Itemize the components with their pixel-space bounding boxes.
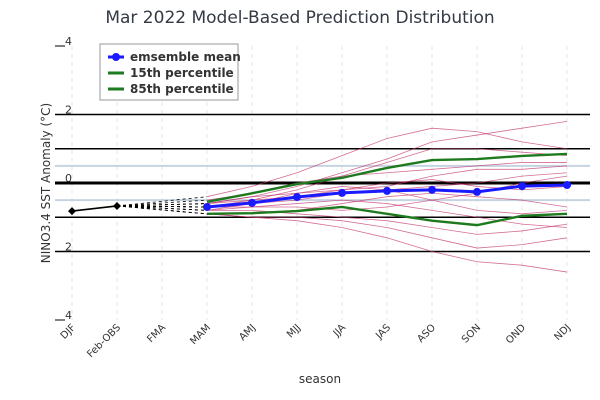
legend-label: emsemble mean bbox=[130, 50, 241, 64]
member-line bbox=[206, 213, 568, 249]
mean-marker bbox=[338, 188, 346, 197]
mean-marker bbox=[473, 187, 481, 196]
member-line bbox=[206, 165, 568, 204]
member-line bbox=[206, 148, 568, 208]
mean-marker bbox=[563, 181, 571, 190]
mean-marker bbox=[428, 185, 436, 194]
x-tick-label: Feb-OBS bbox=[85, 322, 123, 360]
x-tick-label: MAM bbox=[188, 322, 213, 347]
mean-marker bbox=[293, 193, 301, 202]
y-tick-label: 4 bbox=[65, 309, 72, 322]
x-tick-label: FMA bbox=[145, 322, 168, 345]
mean-marker bbox=[248, 198, 256, 207]
legend-label: 85th percentile bbox=[130, 82, 234, 96]
x-tick-label: JAS bbox=[373, 322, 393, 342]
x-tick-label: NDJ bbox=[553, 322, 574, 343]
x-axis-label: season bbox=[299, 372, 341, 386]
x-tick-label: JJA bbox=[331, 322, 348, 339]
series-line bbox=[206, 205, 568, 227]
mean-marker bbox=[518, 182, 526, 191]
x-tick-label: ASO bbox=[415, 322, 438, 345]
legend-label: 15th percentile bbox=[130, 66, 234, 80]
y-tick-label: 4 bbox=[65, 35, 72, 48]
mean-marker bbox=[203, 202, 211, 211]
y-tick-label: 2 bbox=[65, 241, 72, 254]
chart-title: Mar 2022 Model-Based Prediction Distribu… bbox=[105, 8, 494, 28]
y-tick-label: 0 bbox=[65, 172, 72, 185]
observed-line bbox=[71, 205, 118, 212]
legend-marker bbox=[112, 53, 120, 61]
member-line bbox=[207, 175, 568, 211]
member-line bbox=[206, 127, 568, 198]
observed-marker bbox=[68, 207, 76, 216]
member-line bbox=[206, 120, 568, 204]
x-tick-label: AMJ bbox=[237, 322, 258, 343]
y-axis-label: NINO3.4 SST Anomaly (°C) bbox=[39, 103, 53, 263]
series-line bbox=[206, 152, 568, 204]
x-tick-label: SON bbox=[460, 322, 483, 345]
x-tick-label: DJF bbox=[59, 322, 79, 342]
member-line bbox=[206, 199, 568, 228]
x-tick-label: OND bbox=[504, 322, 528, 346]
y-tick-label: 2 bbox=[65, 104, 72, 117]
x-tick-label: MJJ bbox=[285, 322, 303, 340]
member-line bbox=[206, 213, 568, 273]
mean-marker bbox=[383, 186, 391, 195]
